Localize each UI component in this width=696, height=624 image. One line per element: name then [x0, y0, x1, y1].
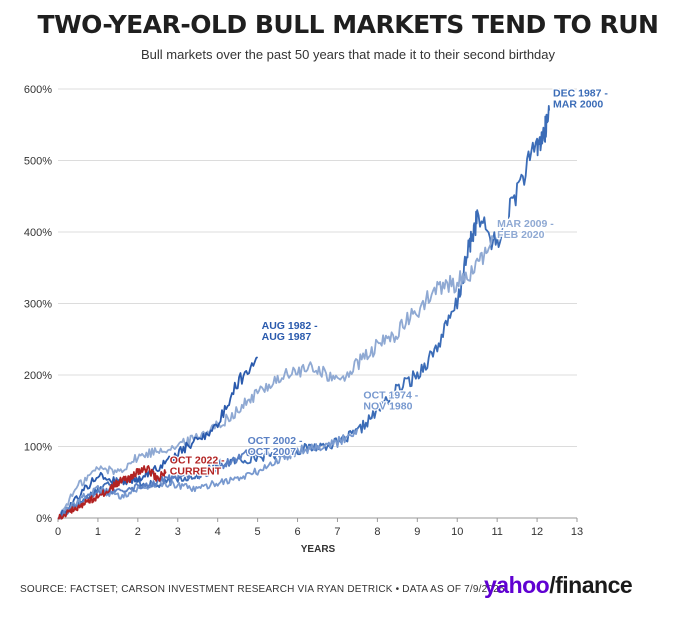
y-tick-label: 300%: [24, 299, 52, 311]
y-tick-label: 600%: [24, 84, 52, 96]
y-tick-label: 0%: [36, 513, 52, 525]
series-label: MAR 2000: [553, 98, 603, 110]
series-line: [57, 235, 495, 519]
y-axis-tick-labels: 0% 100% 200% 300% 400% 500% 600%: [24, 84, 52, 525]
x-tick-label: 3: [175, 526, 181, 538]
x-tick-label: 13: [571, 526, 583, 538]
y-tick-label: 200%: [24, 370, 52, 382]
x-tick-label: 12: [531, 526, 543, 538]
logo-finance-text: /finance: [549, 572, 633, 598]
x-axis-title: YEARS: [301, 544, 336, 555]
series-labels: DEC 1987 -MAR 2000 MAR 2009 -FEB 2020 AUG …: [169, 86, 610, 479]
series-lines: [57, 105, 550, 520]
series-label: DEC 1987 -: [553, 87, 608, 99]
series-label: NOV 1980: [363, 401, 412, 413]
series-label: CURRENT: [170, 466, 222, 478]
x-tick-label: 1: [95, 526, 101, 538]
series-line: [57, 356, 259, 519]
x-tick-label: 9: [414, 526, 420, 538]
x-tick-label: 8: [374, 526, 380, 538]
x-tick-label: 10: [451, 526, 463, 538]
x-tick-label: 5: [255, 526, 261, 538]
line-chart: 0%100%200%300%400%500%600% 0 1 2 3 4 5 6 7 8 9 10 1…: [24, 84, 610, 555]
series-label: OCT 2022 -: [170, 455, 225, 467]
chart-subtitle: Bull markets over the past 50 years that…: [140, 47, 556, 62]
series-label: OCT 2007: [248, 446, 297, 458]
y-tick-label: 400%: [24, 227, 52, 239]
chart-title: TWO-YEAR-OLD BULL MARKETS TEND TO RUN: [37, 10, 659, 39]
y-tick-label: 100%: [24, 442, 52, 454]
x-tick-label: 0: [55, 526, 61, 538]
series-line: [57, 449, 259, 520]
x-tick-label: 6: [294, 526, 300, 538]
series-label: OCT 2002 -: [248, 435, 303, 447]
series-label: MAR 2009 -: [497, 218, 554, 230]
logo-yahoo-text: yahoo: [484, 572, 550, 598]
series-line: [57, 465, 167, 520]
y-tick-label: 500%: [24, 156, 52, 168]
source-note: SOURCE: FACTSET; CARSON INVESTMENT RESEA…: [20, 584, 505, 595]
x-tick-label: 7: [334, 526, 340, 538]
series-label: OCT 1974 -: [363, 390, 418, 402]
series-label: AUG 1982 -: [262, 320, 319, 332]
grid-lines: [58, 88, 577, 519]
x-axis-tick-labels: 0 1 2 3 4 5 6 7 8 9 10 11 12 13: [55, 518, 583, 538]
series-label: FEB 2020: [497, 229, 544, 241]
series-label: AUG 1987: [262, 331, 312, 343]
x-tick-label: 4: [215, 526, 221, 538]
series-line: [57, 105, 550, 520]
yahoo-finance-logo: yahoo/finance: [484, 572, 633, 599]
x-tick-label: 2: [135, 526, 141, 538]
x-tick-label: 11: [491, 526, 502, 538]
